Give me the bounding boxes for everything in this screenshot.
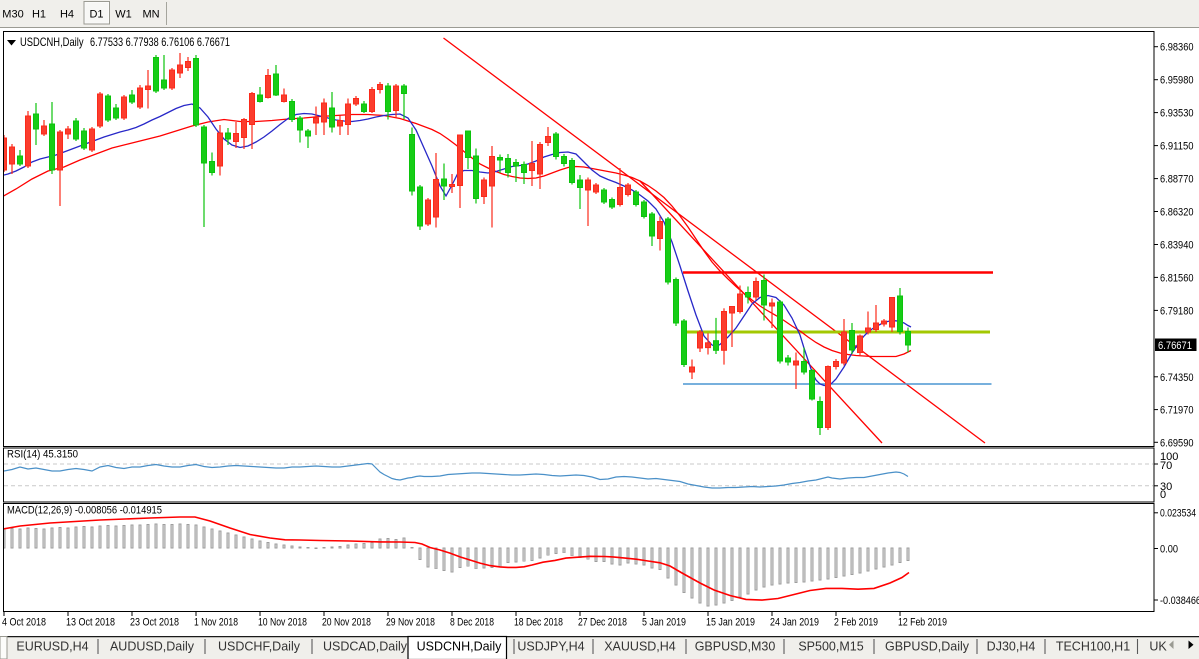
svg-text:20 Nov 2018: 20 Nov 2018 (322, 617, 371, 629)
svg-text:EURUSD,H4: EURUSD,H4 (16, 640, 88, 654)
svg-text:6.93530: 6.93530 (1160, 108, 1194, 120)
svg-text:GBPUSD,Daily: GBPUSD,Daily (885, 640, 970, 654)
svg-text:0.023534: 0.023534 (1160, 508, 1196, 520)
svg-text:H4: H4 (60, 9, 74, 21)
svg-text:6.76671: 6.76671 (1158, 340, 1192, 352)
svg-text:4 Oct 2018: 4 Oct 2018 (2, 617, 46, 629)
svg-text:5 Jan 2019: 5 Jan 2019 (642, 617, 686, 629)
svg-text:MN: MN (142, 9, 159, 21)
svg-text:8 Dec 2018: 8 Dec 2018 (450, 617, 494, 629)
svg-text:6.98360: 6.98360 (1160, 42, 1194, 54)
svg-text:USDCNH,Daily: USDCNH,Daily (417, 640, 502, 654)
svg-text:GBPUSD,M30: GBPUSD,M30 (695, 640, 776, 654)
svg-text:6.88770: 6.88770 (1160, 174, 1194, 186)
svg-text:30: 30 (1160, 481, 1172, 493)
svg-text:USDJPY,H4: USDJPY,H4 (517, 640, 584, 654)
svg-text:15 Jan 2019: 15 Jan 2019 (706, 617, 755, 629)
svg-text:H1: H1 (32, 9, 46, 21)
svg-text:M30: M30 (2, 9, 23, 21)
svg-text:RSI(14) 45.3150: RSI(14) 45.3150 (7, 449, 78, 461)
svg-text:DJ30,H4: DJ30,H4 (987, 640, 1036, 654)
svg-text:10 Nov 2018: 10 Nov 2018 (258, 617, 307, 629)
svg-text:-0.038466: -0.038466 (1160, 595, 1199, 607)
svg-text:6.69590: 6.69590 (1160, 437, 1194, 449)
svg-text:6.91150: 6.91150 (1160, 141, 1194, 153)
svg-text:6.71970: 6.71970 (1160, 405, 1194, 417)
svg-text:6.86320: 6.86320 (1160, 207, 1194, 219)
svg-text:6.83940: 6.83940 (1160, 240, 1194, 252)
svg-text:W1: W1 (115, 9, 132, 21)
svg-text:2 Feb 2019: 2 Feb 2019 (834, 617, 878, 629)
svg-text:100: 100 (1160, 451, 1178, 463)
svg-text:0: 0 (1160, 489, 1166, 501)
svg-text:13 Oct 2018: 13 Oct 2018 (66, 617, 115, 629)
svg-text:6.81560: 6.81560 (1160, 272, 1194, 284)
svg-text:1 Nov 2018: 1 Nov 2018 (194, 617, 238, 629)
svg-text:6.74350: 6.74350 (1160, 372, 1194, 384)
svg-text:6.95980: 6.95980 (1160, 75, 1194, 87)
svg-text:29 Nov 2018: 29 Nov 2018 (386, 617, 435, 629)
svg-text:USDCAD,Daily: USDCAD,Daily (323, 640, 408, 654)
svg-text:6.79180: 6.79180 (1160, 305, 1194, 317)
svg-text:18 Dec 2018: 18 Dec 2018 (514, 617, 563, 629)
svg-text:70: 70 (1160, 460, 1172, 472)
svg-text:USDCHF,Daily: USDCHF,Daily (218, 640, 301, 654)
svg-text:6.77533 6.77938 6.76106 6.7667: 6.77533 6.77938 6.76106 6.76671 (90, 35, 230, 49)
svg-text:USDCNH,Daily: USDCNH,Daily (20, 35, 84, 49)
svg-text:12 Feb 2019: 12 Feb 2019 (898, 617, 947, 629)
svg-text:24 Jan 2019: 24 Jan 2019 (770, 617, 819, 629)
svg-text:UK: UK (1149, 640, 1167, 654)
svg-text:AUDUSD,Daily: AUDUSD,Daily (110, 640, 195, 654)
svg-text:XAUUSD,H4: XAUUSD,H4 (604, 640, 676, 654)
svg-text:0.00: 0.00 (1160, 543, 1178, 555)
svg-text:27 Dec 2018: 27 Dec 2018 (578, 617, 627, 629)
svg-text:D1: D1 (89, 9, 103, 21)
svg-text:MACD(12,26,9) -0.008056 -0.014: MACD(12,26,9) -0.008056 -0.014915 (7, 505, 162, 517)
svg-text:TECH100,H1: TECH100,H1 (1056, 640, 1130, 654)
svg-text:SP500,M15: SP500,M15 (798, 640, 863, 654)
svg-text:23 Oct 2018: 23 Oct 2018 (130, 617, 179, 629)
